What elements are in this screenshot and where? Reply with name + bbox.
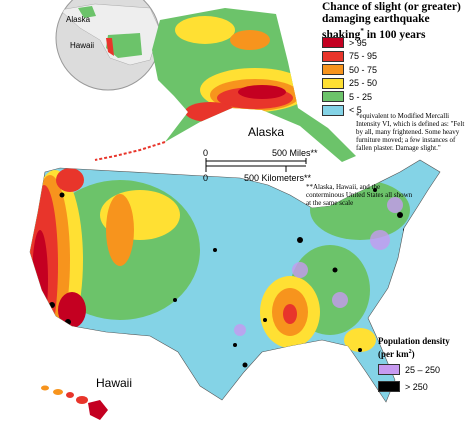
scale-note: **Alaska, Hawaii, and the conterminous U… <box>306 183 413 207</box>
legend-item: < 5 <box>322 104 377 118</box>
legend-item: 5 - 25 <box>322 90 377 104</box>
title-mark: * <box>360 27 364 35</box>
conus-map <box>29 159 441 403</box>
legend-label: 25 - 50 <box>349 78 378 89</box>
footnote: *equivalent to Modified Mercalli Intensi… <box>356 112 465 152</box>
hawaii-map <box>41 385 108 420</box>
legend-item: > 250 <box>378 378 440 395</box>
scale-km-zero: 0 <box>203 173 208 183</box>
legend-swatch <box>322 37 344 49</box>
legend-item: 25 - 50 <box>322 77 377 91</box>
legend-swatch <box>378 381 400 392</box>
scale-miles-zero: 0 <box>203 148 208 158</box>
population-unit: (per km <box>378 349 409 359</box>
legend-item: 50 - 75 <box>322 63 377 77</box>
inset-hawaii-label: Hawaii <box>70 41 94 50</box>
legend: > 95 75 - 95 50 - 75 25 - 50 5 - 25 < 5 <box>322 36 377 117</box>
population-legend: 25 – 250 > 250 <box>378 361 440 395</box>
legend-swatch <box>322 50 344 62</box>
population-unit-close: ) <box>411 349 415 359</box>
legend-label: > 250 <box>405 381 428 392</box>
title-text: Chance of slight (or greater) damaging e… <box>322 1 461 41</box>
scale-miles: 500 Miles** <box>272 148 318 158</box>
population-title-text: Population density <box>378 336 450 346</box>
alaska-map <box>94 8 356 162</box>
legend-label: 25 – 250 <box>405 364 441 375</box>
inset-alaska-label: Alaska <box>66 15 91 24</box>
legend-swatch <box>322 91 344 103</box>
population-unit-power: 2 <box>408 349 412 355</box>
scale-bar <box>205 158 307 172</box>
legend-swatch <box>378 364 400 375</box>
legend-label: 5 - 25 <box>349 91 373 102</box>
legend-swatch <box>322 104 344 116</box>
legend-item: 25 – 250 <box>378 361 440 378</box>
title-end: in 100 years <box>366 28 426 41</box>
legend-label: > 95 <box>349 37 367 48</box>
legend-label: 75 - 95 <box>349 51 378 62</box>
legend-label: 50 - 75 <box>349 64 378 75</box>
alaska-label: Alaska <box>248 125 284 139</box>
legend-item: > 95 <box>322 36 377 50</box>
scale-km: 500 Kilometers** <box>244 173 312 183</box>
legend-title: Chance of slight (or greater) damaging e… <box>322 1 472 41</box>
legend-swatch <box>322 77 344 89</box>
legend-label: < 5 <box>349 105 362 116</box>
legend-swatch <box>322 64 344 76</box>
legend-item: 75 - 95 <box>322 50 377 64</box>
globe-inset <box>55 0 161 91</box>
population-title: Population density (per km2) <box>378 336 474 360</box>
hawaii-label: Hawaii <box>96 376 132 390</box>
